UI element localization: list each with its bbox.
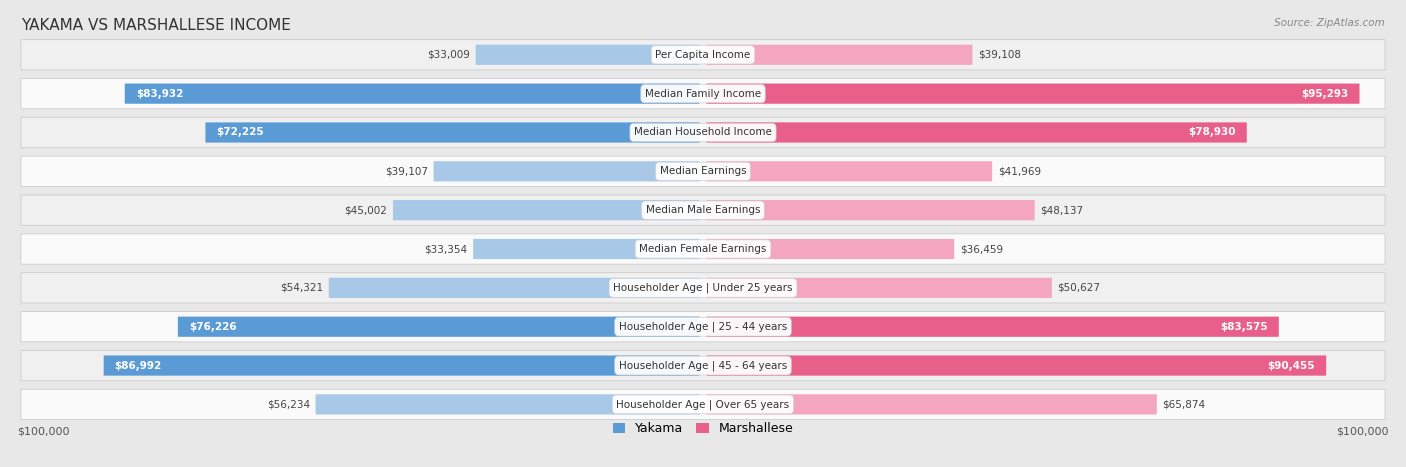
Text: Median Household Income: Median Household Income (634, 127, 772, 137)
FancyBboxPatch shape (433, 161, 700, 181)
FancyBboxPatch shape (329, 278, 700, 298)
Text: $45,002: $45,002 (344, 205, 388, 215)
FancyBboxPatch shape (21, 40, 1385, 70)
Text: Per Capita Income: Per Capita Income (655, 50, 751, 60)
Text: $100,000: $100,000 (1336, 427, 1389, 437)
Text: Median Earnings: Median Earnings (659, 166, 747, 177)
Text: Householder Age | Under 25 years: Householder Age | Under 25 years (613, 283, 793, 293)
FancyBboxPatch shape (104, 355, 700, 375)
FancyBboxPatch shape (706, 394, 1157, 415)
FancyBboxPatch shape (315, 394, 700, 415)
FancyBboxPatch shape (706, 317, 1279, 337)
Text: $100,000: $100,000 (17, 427, 70, 437)
FancyBboxPatch shape (21, 156, 1385, 186)
Text: $56,234: $56,234 (267, 399, 311, 410)
Text: $54,321: $54,321 (280, 283, 323, 293)
FancyBboxPatch shape (21, 350, 1385, 381)
Text: Householder Age | 25 - 44 years: Householder Age | 25 - 44 years (619, 321, 787, 332)
Text: $95,293: $95,293 (1301, 89, 1348, 99)
Text: Median Female Earnings: Median Female Earnings (640, 244, 766, 254)
Text: $33,354: $33,354 (425, 244, 468, 254)
Text: $90,455: $90,455 (1268, 361, 1315, 370)
Text: Median Male Earnings: Median Male Earnings (645, 205, 761, 215)
FancyBboxPatch shape (21, 273, 1385, 303)
Text: $39,107: $39,107 (385, 166, 427, 177)
Text: Median Family Income: Median Family Income (645, 89, 761, 99)
Text: $86,992: $86,992 (115, 361, 162, 370)
FancyBboxPatch shape (706, 161, 993, 181)
FancyBboxPatch shape (21, 78, 1385, 109)
FancyBboxPatch shape (706, 355, 1326, 375)
FancyBboxPatch shape (392, 200, 700, 220)
Text: Householder Age | Over 65 years: Householder Age | Over 65 years (616, 399, 790, 410)
FancyBboxPatch shape (125, 84, 700, 104)
FancyBboxPatch shape (21, 117, 1385, 148)
Text: $83,575: $83,575 (1220, 322, 1268, 332)
FancyBboxPatch shape (205, 122, 700, 142)
FancyBboxPatch shape (474, 239, 700, 259)
FancyBboxPatch shape (706, 122, 1247, 142)
Legend: Yakama, Marshallese: Yakama, Marshallese (607, 417, 799, 440)
Text: $72,225: $72,225 (217, 127, 264, 137)
FancyBboxPatch shape (706, 45, 973, 65)
FancyBboxPatch shape (706, 84, 1360, 104)
FancyBboxPatch shape (21, 234, 1385, 264)
Text: Householder Age | 45 - 64 years: Householder Age | 45 - 64 years (619, 361, 787, 371)
Text: $39,108: $39,108 (979, 50, 1021, 60)
FancyBboxPatch shape (706, 278, 1052, 298)
Text: $33,009: $33,009 (427, 50, 470, 60)
Text: $65,874: $65,874 (1163, 399, 1205, 410)
FancyBboxPatch shape (21, 311, 1385, 342)
FancyBboxPatch shape (706, 200, 1035, 220)
FancyBboxPatch shape (177, 317, 700, 337)
FancyBboxPatch shape (21, 389, 1385, 419)
Text: $83,932: $83,932 (136, 89, 183, 99)
Text: $76,226: $76,226 (188, 322, 236, 332)
Text: $48,137: $48,137 (1040, 205, 1083, 215)
Text: $78,930: $78,930 (1188, 127, 1236, 137)
FancyBboxPatch shape (21, 195, 1385, 225)
Text: $50,627: $50,627 (1057, 283, 1101, 293)
FancyBboxPatch shape (706, 239, 955, 259)
Text: $41,969: $41,969 (998, 166, 1040, 177)
Text: Source: ZipAtlas.com: Source: ZipAtlas.com (1274, 18, 1385, 28)
Text: $36,459: $36,459 (960, 244, 1002, 254)
Text: YAKAMA VS MARSHALLESE INCOME: YAKAMA VS MARSHALLESE INCOME (21, 18, 291, 33)
FancyBboxPatch shape (475, 45, 700, 65)
